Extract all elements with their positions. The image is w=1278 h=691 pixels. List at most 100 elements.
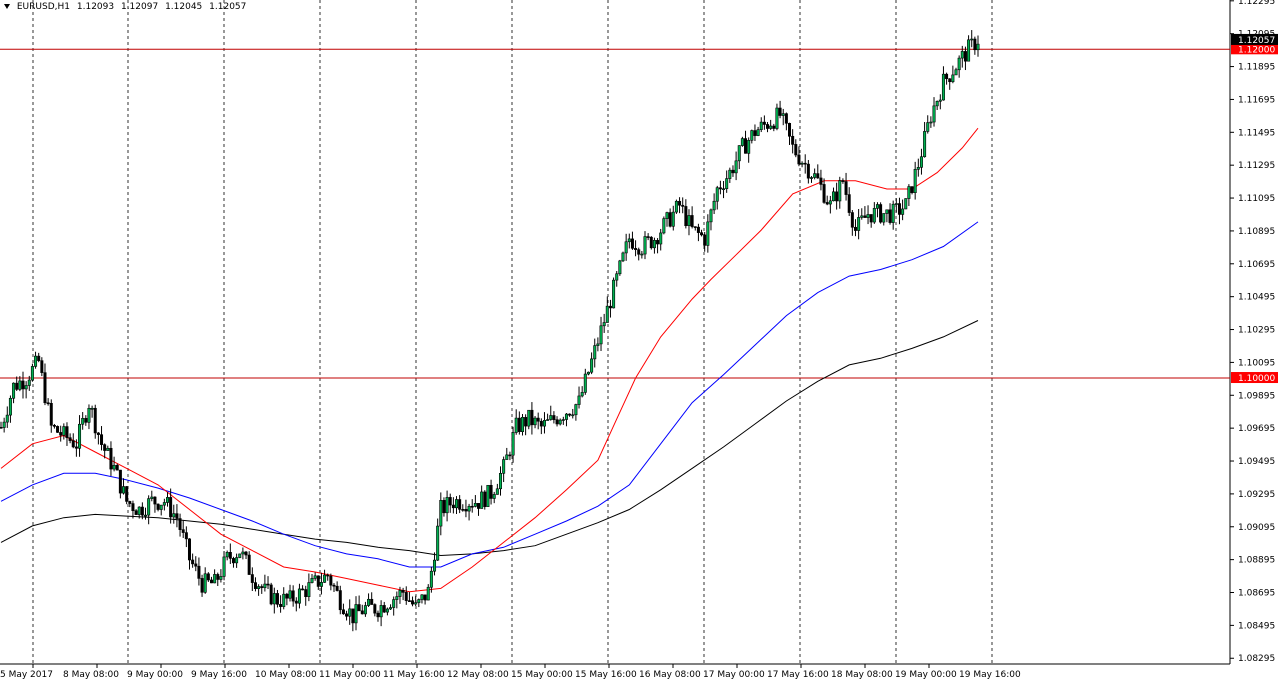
candle-body: [159, 504, 163, 510]
price-tick-label: 1.11495: [1238, 128, 1275, 138]
candle-body: [517, 417, 521, 432]
price-tick-label: 1.08495: [1238, 621, 1275, 631]
candle-body: [376, 612, 380, 618]
candle-body: [652, 240, 656, 249]
candle-body: [555, 419, 559, 425]
candle-body: [970, 38, 974, 41]
candle-body: [279, 604, 283, 607]
candle-body: [621, 252, 625, 262]
candle-body: [737, 145, 741, 162]
candle-body: [706, 221, 710, 246]
candle-body: [722, 188, 726, 190]
candle-body: [690, 215, 694, 227]
level-tag: [1231, 43, 1278, 55]
candle-body: [78, 423, 82, 449]
candle-body: [894, 203, 898, 205]
candle-body: [341, 609, 345, 615]
candle-body: [558, 419, 562, 425]
candle-body: [831, 191, 835, 202]
candle-body: [659, 232, 663, 245]
candle-body: [260, 586, 264, 589]
candle-body: [473, 503, 477, 507]
candle-body: [253, 582, 257, 589]
candle-body: [897, 203, 901, 215]
candle-body: [187, 538, 191, 561]
time-tick-label: 12 May 08:00: [447, 670, 509, 680]
candle-body: [728, 169, 732, 179]
candle-body: [379, 605, 383, 618]
chart-header: EURUSD,H1 1.12093 1.12097 1.12045 1.1205…: [4, 2, 250, 12]
candle-body: [49, 403, 53, 426]
candle-body: [769, 125, 773, 129]
candle-body: [700, 232, 704, 236]
candle-body: [919, 156, 923, 168]
candle-body: [932, 105, 936, 123]
candle-body: [18, 380, 22, 390]
candle-body: [574, 404, 578, 416]
candle-body: [910, 186, 914, 194]
candle-body: [140, 506, 144, 516]
candle-body: [822, 184, 826, 203]
candle-body: [144, 514, 148, 517]
candle-body: [703, 234, 707, 246]
candle-body: [398, 590, 402, 597]
candle-body: [93, 407, 97, 434]
candle-body: [150, 496, 154, 499]
open-value: 1.12093: [76, 2, 115, 12]
candle-body: [467, 505, 471, 512]
price-tick-label: 1.09295: [1238, 490, 1275, 500]
candle-body: [568, 413, 572, 416]
candle-body: [612, 279, 616, 309]
candle-body: [417, 599, 421, 603]
candle-body: [875, 204, 879, 209]
candle-body: [800, 162, 804, 165]
dropdown-arrow-icon[interactable]: [4, 4, 10, 9]
current-price-label: 1.12057: [1238, 36, 1275, 46]
candle-body: [904, 198, 908, 210]
candle-body: [338, 590, 342, 611]
candle-body: [335, 585, 339, 591]
candle-body: [571, 414, 575, 417]
candle-body: [539, 420, 543, 427]
candle-body: [407, 600, 411, 602]
candle-body: [753, 130, 757, 136]
candle-body: [976, 43, 980, 51]
candle-body: [781, 113, 785, 116]
price-tick-label: 1.10095: [1238, 358, 1275, 368]
candle-body: [593, 345, 597, 360]
candle-body: [483, 491, 487, 507]
price-tick-label: 1.10495: [1238, 293, 1275, 303]
candle-body: [5, 414, 9, 423]
candle-body: [71, 440, 75, 448]
candle-body: [967, 39, 971, 62]
candle-body: [464, 509, 468, 512]
time-tick-label: 9 May 00:00: [127, 670, 183, 680]
candle-body: [618, 260, 622, 275]
candle-body: [414, 602, 418, 605]
ma-mid-line: [0, 221, 979, 568]
candle-body: [762, 121, 766, 125]
candle-body: [951, 74, 955, 83]
candle-body: [772, 125, 776, 129]
candle-body: [411, 600, 415, 605]
candle-body: [546, 419, 550, 421]
candle-body: [926, 122, 930, 132]
candle-body: [835, 191, 839, 202]
candle-body: [564, 413, 568, 420]
candle-body: [27, 379, 31, 386]
candle-body: [605, 305, 609, 323]
candle-body: [153, 496, 157, 505]
candle-body: [445, 497, 449, 514]
candle-body: [941, 73, 945, 101]
candle-body: [599, 325, 603, 345]
low-value: 1.12045: [165, 2, 203, 12]
candle-body: [828, 200, 832, 205]
candle-body: [954, 69, 958, 76]
candle-body: [351, 608, 355, 624]
candle-body: [948, 78, 952, 83]
candle-body: [385, 608, 389, 613]
candle-body: [759, 121, 763, 130]
candle-body: [963, 51, 967, 62]
